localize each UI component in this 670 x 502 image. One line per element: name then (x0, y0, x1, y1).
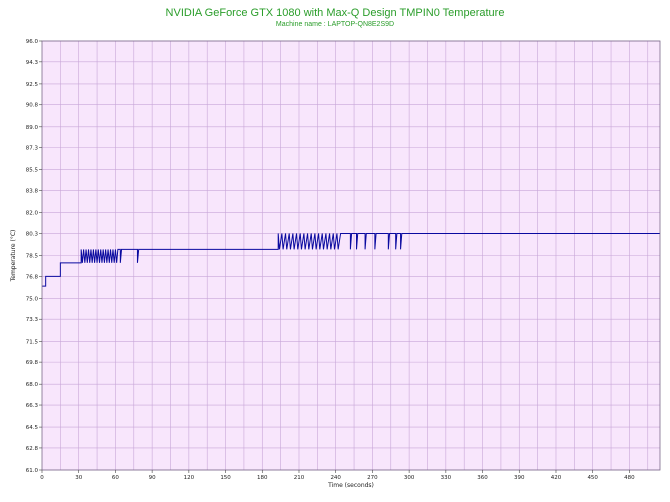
y-tick-label: 61.0 (26, 468, 39, 474)
x-tick-label: 330 (441, 475, 452, 481)
y-tick-label: 73.3 (26, 317, 39, 323)
x-tick-label: 450 (587, 475, 598, 481)
x-axis-ticks: 0 30 60 90 120 150 180 210 240 270 300 330 360 390 420… (40, 470, 635, 481)
y-tick-label: 76.8 (26, 274, 39, 280)
temperature-series-line (42, 232, 660, 287)
x-tick-label: 0 (40, 475, 44, 481)
y-tick-label: 78.5 (26, 254, 39, 260)
x-tick-label: 90 (149, 475, 156, 481)
y-tick-label: 66.3 (26, 403, 39, 409)
x-tick-label: 30 (75, 475, 82, 481)
x-tick-label: 180 (257, 475, 268, 481)
x-tick-label: 270 (367, 475, 378, 481)
y-tick-label: 75.0 (26, 296, 39, 302)
y-tick-label: 71.5 (26, 339, 39, 345)
y-tick-label: 94.3 (26, 60, 39, 66)
y-axis-ticks: 61.0 62.8 64.5 66.3 68.0 69.8 71.5 73.3 75.0 76.8… (26, 39, 42, 474)
y-tick-label: 87.3 (26, 146, 39, 152)
x-tick-label: 240 (330, 475, 341, 481)
chart-subtitle: Machine name : LAPTOP-QN8E2S9D (275, 21, 395, 28)
y-axis-label: Temperature (°C) (10, 230, 17, 283)
x-tick-label: 390 (514, 475, 525, 481)
y-tick-label: 83.8 (26, 189, 39, 195)
y-tick-label: 64.5 (26, 425, 39, 431)
x-tick-label: 480 (624, 475, 635, 481)
x-tick-label: 210 (294, 475, 305, 481)
y-tick-label: 69.8 (26, 360, 39, 366)
x-tick-label: 60 (112, 475, 119, 481)
x-tick-label: 300 (404, 475, 415, 481)
y-tick-label: 89.0 (26, 125, 39, 131)
x-tick-label: 420 (551, 475, 562, 481)
x-axis-label: Time (seconds) (327, 482, 374, 489)
series-layer (42, 232, 660, 287)
y-tick-label: 96.0 (26, 39, 39, 45)
y-tick-label: 82.0 (26, 211, 39, 217)
x-tick-label: 360 (477, 475, 488, 481)
y-tick-label: 80.3 (26, 231, 39, 237)
x-tick-label: 150 (220, 475, 231, 481)
chart-title: NVIDIA GeForce GTX 1080 with Max-Q Desig… (165, 7, 505, 19)
y-tick-label: 92.5 (26, 82, 39, 88)
y-tick-label: 62.8 (26, 446, 39, 452)
y-tick-label: 68.0 (26, 382, 39, 388)
y-tick-label: 85.5 (26, 168, 39, 174)
y-tick-label: 90.8 (26, 103, 39, 109)
x-tick-label: 120 (184, 475, 195, 481)
